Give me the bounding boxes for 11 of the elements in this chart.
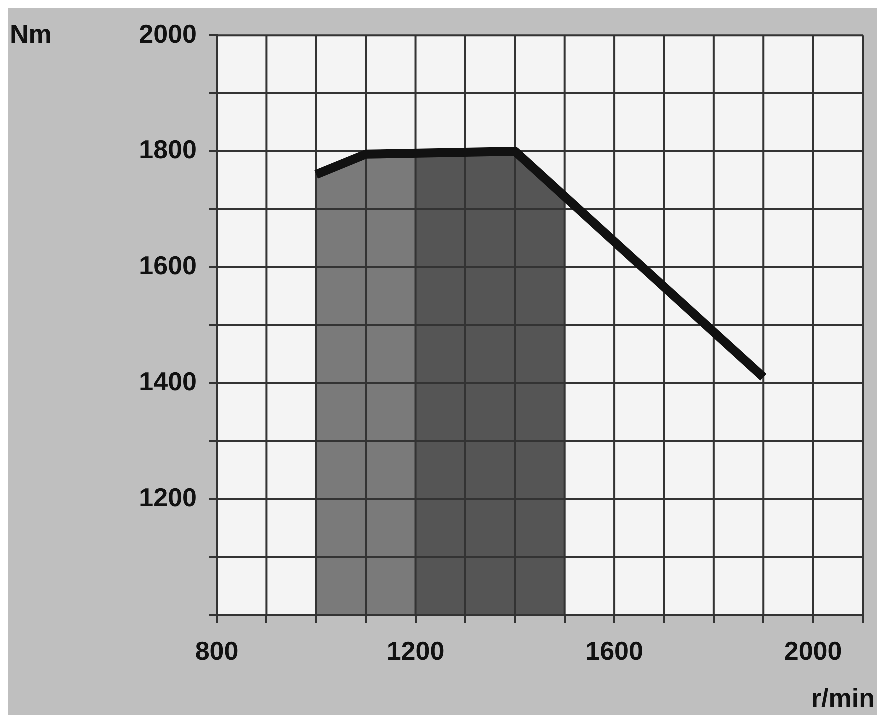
y-tick-label: 1800 xyxy=(139,134,197,165)
x-tick-label: 1200 xyxy=(386,636,445,666)
x-axis-title: r/min xyxy=(811,683,875,714)
y-tick-label: 1400 xyxy=(139,366,197,396)
x-tick-label: 1600 xyxy=(586,636,644,666)
x-tick-label: 2000 xyxy=(784,636,842,666)
y-tick-label: 1600 xyxy=(139,250,197,281)
y-tick-label: 1200 xyxy=(139,482,197,512)
x-tick-label: 800 xyxy=(195,636,239,666)
y-tick-label: 2000 xyxy=(139,18,197,49)
y-axis-title: Nm xyxy=(10,18,52,49)
